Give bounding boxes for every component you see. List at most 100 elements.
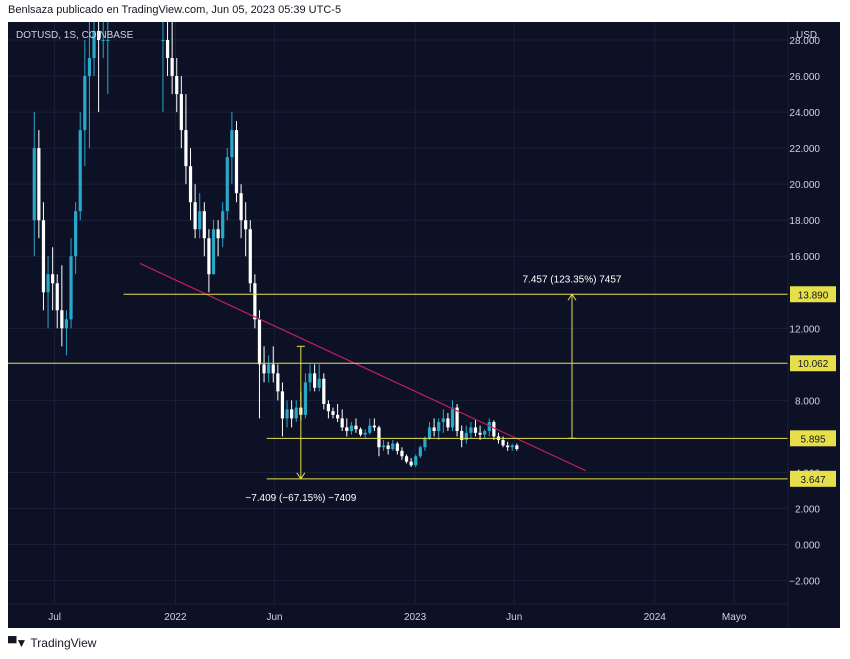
candle-body (391, 443, 395, 450)
trend-line (139, 262, 587, 472)
candles-group (32, 22, 519, 468)
measure-arrowhead (567, 293, 577, 301)
candle-body (446, 418, 450, 428)
candle-body (501, 440, 505, 446)
candle-body (510, 445, 514, 448)
candle-body (317, 378, 321, 388)
candle-body (483, 431, 487, 435)
candle-body (294, 407, 298, 419)
price-level-label: 5.895 (800, 434, 825, 445)
candle-body (313, 373, 317, 388)
candle-body (267, 364, 271, 374)
candle-body (469, 427, 473, 433)
candle-body (175, 76, 179, 95)
candle-body (188, 166, 193, 203)
candle-body (184, 130, 188, 167)
candle-body (340, 418, 344, 428)
candle-body (230, 130, 234, 158)
candle-body (106, 40, 110, 42)
price-level-badge (790, 430, 836, 447)
candle-body (248, 229, 252, 284)
currency-label: USD (796, 30, 817, 41)
candle-body (358, 429, 363, 435)
candle-body (285, 409, 289, 419)
price-level-label: 10.062 (798, 359, 829, 370)
candle-body (64, 319, 69, 329)
x-tick-label: 2023 (404, 612, 427, 623)
candle-body (257, 319, 262, 365)
candle-body (41, 220, 46, 293)
y-tick-label: 16.000 (789, 252, 820, 263)
candle-body (345, 427, 349, 432)
y-tick-label: 12.000 (789, 324, 820, 335)
candle-body (386, 445, 390, 450)
candle-body (202, 211, 206, 239)
candle-body (262, 364, 266, 374)
candle-body (487, 422, 491, 432)
candle-body (165, 40, 170, 59)
y-tick-label: 2.000 (795, 505, 820, 516)
candle-body (377, 427, 381, 448)
publish-caption: Benlsaza publicado en TradingView.com, J… (8, 4, 342, 16)
y-tick-label: 22.000 (789, 144, 820, 155)
candle-body (161, 40, 165, 42)
candle-body (473, 427, 478, 433)
candle-body (515, 445, 519, 450)
candle-body (290, 409, 294, 419)
candle-body (349, 425, 353, 432)
candle-body (78, 130, 82, 212)
x-tick-label: Mayo (722, 612, 747, 623)
candle-body (450, 407, 455, 428)
candle-body (280, 391, 285, 419)
candle-body (92, 31, 96, 59)
tradingview-logo[interactable]: ▀▼ TradingView (8, 636, 96, 650)
candle-body (239, 193, 243, 221)
candle-body (414, 456, 418, 466)
candle-body (308, 373, 312, 383)
measure-label: −7.409 (−67.15%) −7409 (245, 493, 356, 504)
price-level-label: 3.647 (800, 475, 825, 486)
candle-body (427, 427, 432, 439)
candle-body (101, 40, 105, 42)
candle-body (441, 418, 445, 423)
candle-body (253, 283, 257, 320)
candle-body (455, 407, 459, 432)
candle-body (276, 373, 280, 392)
tradingview-logo-icon: ▀▼ (8, 636, 27, 650)
y-tick-label: 20.000 (789, 180, 820, 191)
candle-body (193, 202, 197, 230)
candle-body (37, 148, 41, 221)
candle-body (74, 211, 78, 257)
candle-body (437, 422, 441, 432)
candle-body (368, 425, 372, 433)
candle-body (363, 432, 367, 435)
candle-body (96, 31, 101, 41)
candle-body (432, 427, 436, 432)
candle-body (60, 310, 64, 329)
candle-body (271, 364, 275, 374)
y-tick-label: 0.000 (795, 541, 820, 552)
y-tick-label: 18.000 (789, 216, 820, 227)
x-tick-label: 2024 (644, 612, 667, 623)
candle-body (404, 456, 409, 462)
chart-area[interactable]: 13.890 10.062 5.895 3.647 7.457 (123.35%) 74… (8, 22, 840, 628)
y-tick-label: −2.000 (789, 577, 820, 588)
candle-body (207, 238, 211, 275)
candle-body (464, 432, 468, 441)
price-level-badge (790, 286, 836, 303)
candle-body (211, 229, 216, 275)
y-tick-label: 24.000 (789, 108, 820, 119)
candle-body (55, 283, 59, 311)
candle-body (381, 445, 386, 448)
candle-body (234, 130, 239, 194)
candle-body (354, 425, 358, 430)
candle-body (46, 274, 50, 293)
price-level-label: 13.890 (798, 290, 829, 301)
chart-canvas[interactable]: 13.890 10.062 5.895 3.647 7.457 (123.35%) 74… (8, 22, 840, 628)
candle-body (179, 94, 183, 131)
candle-body (395, 443, 399, 451)
x-tick-label: 2022 (164, 612, 187, 623)
candle-body (418, 447, 422, 457)
candle-body (69, 256, 73, 320)
candle-body (225, 157, 229, 212)
